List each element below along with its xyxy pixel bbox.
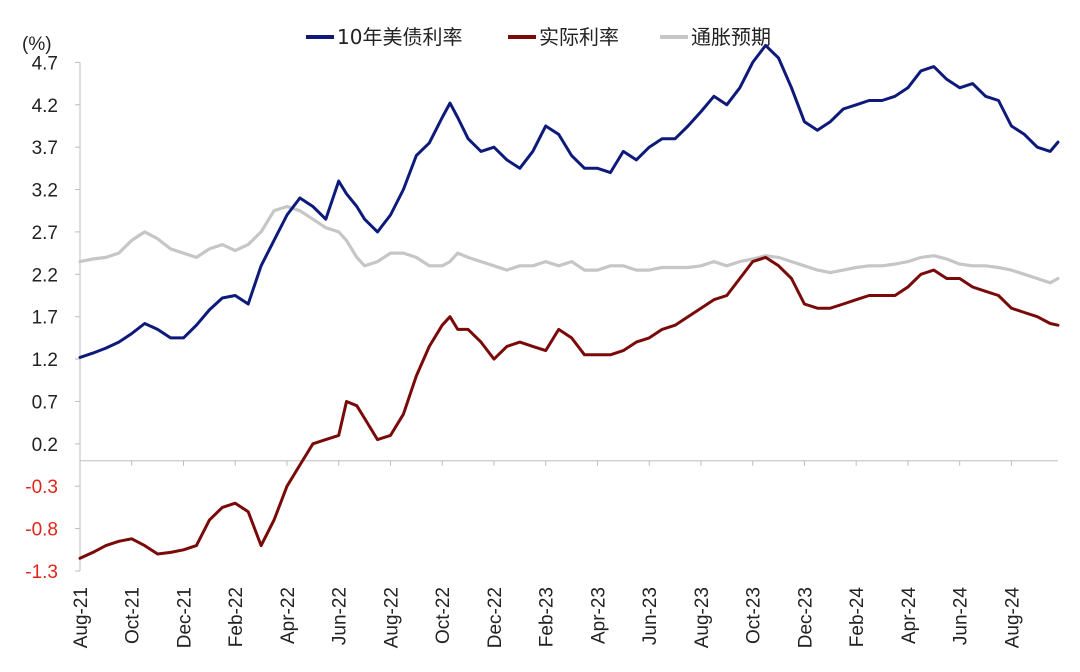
y-axis: 4.7 4.2 3.7 3.2 2.7 2.2 1.7 1.2 0.7 0.2 -0.3 -0.8 -1…: [25, 53, 81, 583]
y-tick-label: 3.7: [32, 138, 58, 159]
x-tick-label: Aug-23: [692, 587, 713, 648]
x-tick-label: Apr-24: [899, 587, 920, 644]
x-tick-label: Aug-24: [1002, 587, 1023, 649]
y-unit-label: (%): [22, 34, 52, 55]
y-tick-label: 2.7: [32, 223, 58, 244]
x-tick-label: Feb-23: [537, 587, 558, 647]
series-layer: [78, 43, 1060, 560]
x-tick-label: Apr-23: [588, 587, 609, 644]
x-tick-label: Jun-23: [640, 587, 661, 645]
x-tick-label: Jun-22: [330, 587, 351, 645]
y-tick-label: 1.2: [32, 350, 58, 371]
y-tick-label: 1.7: [32, 308, 58, 329]
x-tick-label: Apr-22: [278, 587, 299, 644]
legend: 10年美债利率 实际利率 通胀预期: [306, 25, 771, 49]
y-tick-label: 0.2: [32, 435, 58, 456]
series-line-real: [78, 255, 1060, 560]
x-tick-label: Dec-23: [795, 587, 816, 648]
y-tick-label: -0.8: [25, 520, 58, 541]
x-tick-label: Feb-24: [847, 587, 868, 648]
x-tick-label: Dec-22: [485, 587, 506, 648]
y-tick-label: 2.2: [32, 265, 58, 286]
y-tick-label: -1.3: [25, 562, 58, 583]
x-tick-label: Jun-24: [951, 587, 972, 646]
x-tick-label: Aug-22: [381, 587, 402, 648]
series-line-inflation: [78, 204, 1060, 285]
y-tick-label: 0.7: [32, 392, 58, 413]
y-tick-label: 3.2: [32, 181, 58, 202]
legend-label-real: 实际利率: [539, 25, 619, 49]
legend-label-nominal: 10年美债利率: [337, 25, 462, 49]
x-tick-label: Feb-22: [226, 587, 247, 647]
x-axis: Aug-21 Oct-21 Dec-21 Feb-22 Apr-22 Jun-22 Aug-…: [71, 460, 1058, 649]
y-tick-label: 4.7: [32, 53, 58, 74]
y-tick-label: -0.3: [25, 477, 58, 498]
x-tick-label: Oct-21: [123, 587, 144, 644]
x-tick-label: Oct-23: [744, 587, 765, 644]
series-line-nominal: [78, 43, 1060, 359]
y-tick-label: 4.2: [32, 96, 58, 117]
x-tick-label: Dec-21: [174, 587, 195, 648]
x-tick-label: Aug-21: [71, 587, 92, 648]
legend-label-inflation: 通胀预期: [691, 25, 771, 49]
x-tick-label: Oct-22: [433, 587, 454, 644]
